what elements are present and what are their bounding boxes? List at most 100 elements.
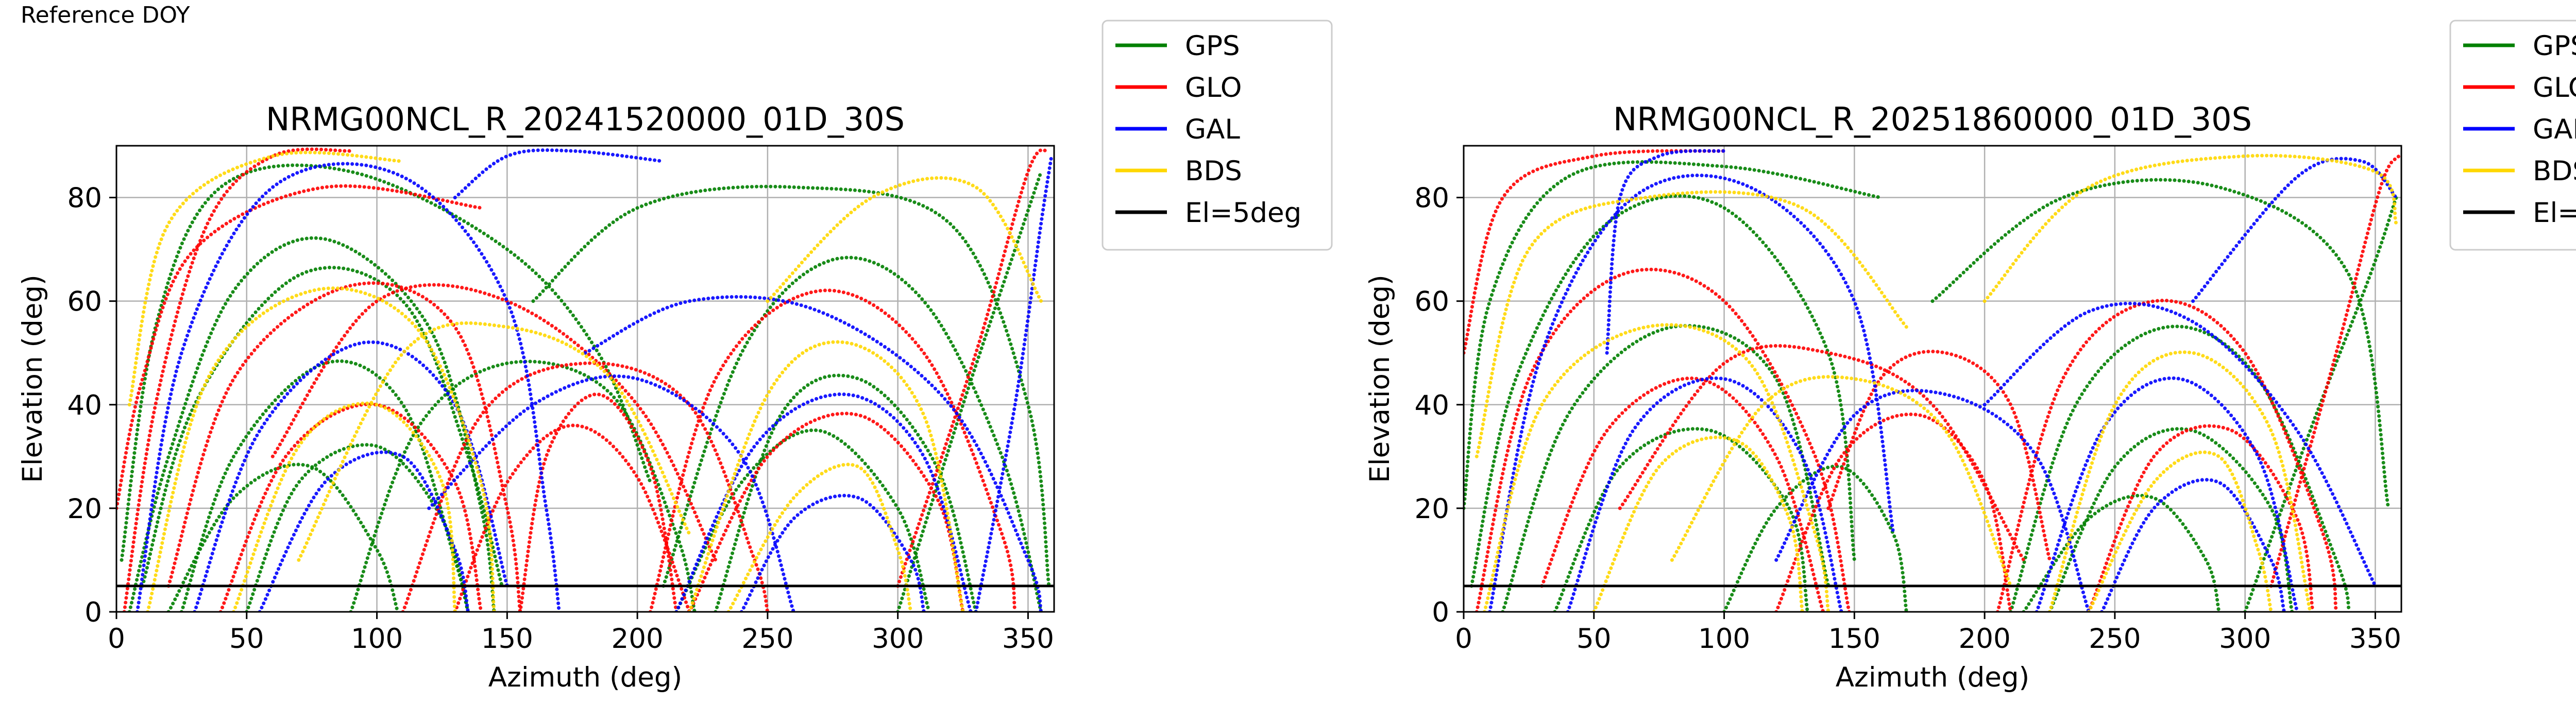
satellite-track-glo <box>1464 149 1726 355</box>
satellite-track-bds <box>146 286 496 612</box>
satellite-track-gps <box>2243 196 2398 612</box>
satellite-track-bds <box>127 150 405 407</box>
x-tick-label: 350 <box>1002 623 1054 655</box>
y-tick-label: 80 <box>1415 183 1449 214</box>
y-tick-label: 20 <box>1415 493 1449 525</box>
legend-label: El=5deg <box>1185 197 1301 229</box>
legend-label: GPS <box>1185 30 1240 62</box>
x-tick-label: 250 <box>2089 623 2141 655</box>
x-tick-label: 100 <box>351 623 403 655</box>
satellite-track-gps <box>674 428 931 612</box>
chart-title: NRMG00NCL_R_20251860000_01D_30S <box>1613 100 2252 138</box>
satellite-track-gps <box>714 373 978 612</box>
satellite-track-bds <box>2087 450 2273 612</box>
x-tick-label: 50 <box>229 623 264 655</box>
satellite-track-bds <box>1982 153 2398 303</box>
satellite-track-gal <box>135 162 561 612</box>
legend-box <box>2449 20 2576 251</box>
legend: GPS GLO GAL BDS El=5deg <box>1101 20 1333 251</box>
data-points <box>116 147 1054 612</box>
y-axis-label: Elevation (deg) <box>1364 275 1396 483</box>
satellite-track-glo <box>122 147 353 612</box>
satellite-track-gps <box>896 169 1043 612</box>
satellite-track-gps <box>2009 324 2351 612</box>
x-tick-label: 0 <box>108 623 125 655</box>
x-tick-label: 300 <box>2219 623 2271 655</box>
satellite-track-glo <box>518 392 679 612</box>
x-tick-label: 300 <box>872 623 924 655</box>
satellite-track-gal <box>739 493 926 612</box>
satellite-track-bds <box>766 176 1043 303</box>
satellite-track-gps <box>662 255 1043 612</box>
y-tick-label: 20 <box>67 493 102 525</box>
y-axis-label: Elevation (deg) <box>17 275 48 483</box>
satellite-track-bds <box>1482 323 1831 612</box>
satellite-track-glo <box>1618 344 2026 562</box>
satellite-track-gps <box>1501 323 1831 612</box>
x-tick-label: 100 <box>1698 623 1750 655</box>
satellite-track-gal <box>974 154 1054 612</box>
legend-label: GLO <box>1185 72 1242 104</box>
satellite-track-gps <box>1469 194 1856 588</box>
legend-label: GAL <box>2533 114 2576 145</box>
plot-frame <box>1463 145 2402 613</box>
x-tick-label: 200 <box>612 623 664 655</box>
satellite-track-bds <box>687 340 965 612</box>
satellite-track-gps <box>127 236 496 612</box>
satellite-track-glo <box>1995 299 2338 612</box>
plot-frame <box>115 145 1055 613</box>
y-tick-label: 60 <box>1415 286 1449 318</box>
y-tick-label: 0 <box>84 597 102 628</box>
data-points <box>1464 149 2401 612</box>
legend: GPS GLO GAL BDS El=5deg <box>2449 20 2576 251</box>
satellite-track-glo <box>687 412 965 612</box>
chart-panel-2: 0 50 100 150 200 250 300 350 0 20 40 60 80 NRMG00NCL_… <box>1364 20 2576 693</box>
satellite-track-gal <box>1488 173 1895 612</box>
legend-label: GLO <box>2533 72 2576 104</box>
x-tick-label: 150 <box>1828 623 1880 655</box>
satellite-track-gal <box>453 148 666 200</box>
satellite-track-glo <box>1540 376 1825 612</box>
satellite-track-glo <box>453 423 691 612</box>
satellite-track-gal <box>2035 376 2299 612</box>
satellite-track-bds <box>232 401 457 612</box>
satellite-track-bds <box>1670 375 2013 588</box>
x-tick-label: 150 <box>481 623 533 655</box>
x-axis-label: Azimuth (deg) <box>488 662 683 693</box>
y-tick-label: 0 <box>1432 597 1449 628</box>
grid-lines <box>115 146 1054 613</box>
satellite-track-gal <box>258 450 470 612</box>
satellite-track-bds <box>726 462 913 612</box>
x-tick-label: 250 <box>741 623 793 655</box>
x-tick-label: 350 <box>2349 623 2401 655</box>
legend-label: El=5deg <box>2533 197 2576 229</box>
x-tick-label: 200 <box>1959 623 2011 655</box>
satellite-track-gps <box>2022 493 2221 612</box>
satellite-track-gal <box>1605 149 1726 355</box>
reference-doy-note: Reference DOY <box>21 2 190 28</box>
satellite-track-gps <box>1930 178 2391 510</box>
y-tick-label: 60 <box>67 286 102 318</box>
satellite-track-gps <box>166 462 400 612</box>
x-tick-label: 0 <box>1455 623 1472 655</box>
y-tick-label: 80 <box>67 183 102 214</box>
legend-box <box>1101 20 1333 251</box>
satellite-track-gal <box>427 374 795 612</box>
satellite-track-bds <box>1475 190 1908 458</box>
legend-label: GAL <box>1185 114 1240 145</box>
satellite-track-gal <box>2100 477 2286 612</box>
satellite-track-gps <box>141 265 504 588</box>
satellite-track-gal <box>583 295 1043 612</box>
satellite-track-glo <box>1826 349 2052 562</box>
x-tick-label: 50 <box>1577 623 1611 655</box>
satellite-track-glo <box>116 184 483 510</box>
satellite-track-gal <box>1566 376 1843 612</box>
satellite-track-glo <box>648 288 1017 612</box>
satellite-track-gal <box>1982 301 2377 588</box>
satellite-track-bds <box>297 321 691 562</box>
x-axis-label: Azimuth (deg) <box>1836 662 2030 693</box>
satellite-track-glo <box>1774 412 2013 612</box>
chart-title: NRMG00NCL_R_20241520000_01D_30S <box>266 100 905 138</box>
legend-label: BDS <box>2533 156 2576 187</box>
